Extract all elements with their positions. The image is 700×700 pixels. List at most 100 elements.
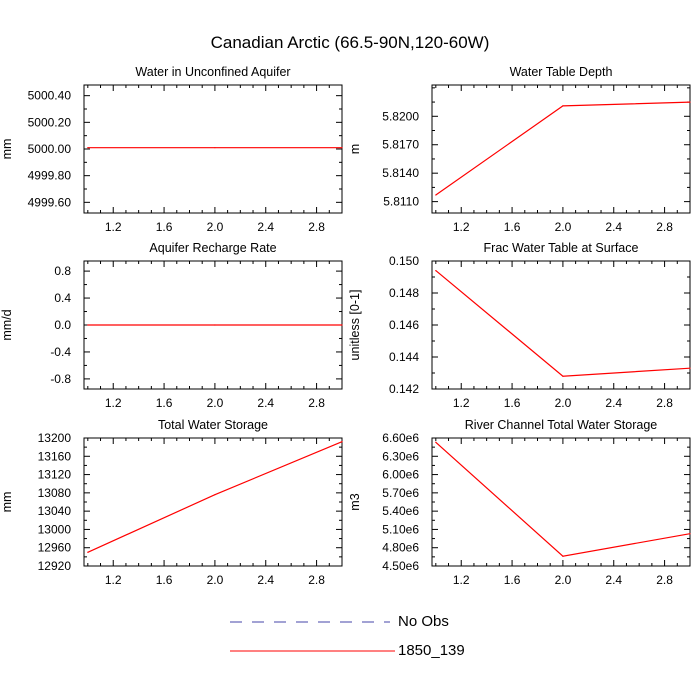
chart-panel-1: Water Table Depth m 1.2 1.6 2.0 2.4 2.8 5.8110 5… (348, 65, 691, 234)
y-axis-label: m (348, 144, 362, 154)
data-point (87, 551, 89, 553)
legend-swatch-obs (230, 621, 390, 623)
y-tick-label: 13120 (38, 468, 72, 482)
x-tick-label: 1.2 (105, 220, 122, 234)
y-tick-label: 0.146 (389, 318, 419, 332)
y-tick-label: 4999.60 (28, 195, 72, 209)
x-tick-label: 2.8 (308, 396, 325, 410)
data-point (689, 367, 691, 369)
panel-title: River Channel Total Water Storage (465, 418, 658, 432)
x-tick-label: 1.2 (453, 220, 470, 234)
y-tick-label: 13040 (38, 504, 72, 518)
y-tick-label: 6.60e6 (382, 431, 419, 445)
y-tick-label: 13080 (38, 486, 72, 500)
y-tick-label: 12960 (38, 541, 72, 555)
x-tick-label: 1.6 (504, 396, 521, 410)
x-tick-label: 2.4 (257, 396, 274, 410)
data-point (214, 147, 216, 149)
y-tick-label: 0.142 (389, 382, 419, 396)
plot-frame (431, 437, 691, 567)
data-point (341, 147, 343, 149)
x-tick-label: 2.0 (207, 396, 224, 410)
panel-title: Aquifer Recharge Rate (149, 241, 276, 255)
series-line (435, 270, 691, 377)
x-tick-label: 1.6 (504, 573, 521, 587)
y-tick-label: 0.4 (54, 291, 71, 305)
y-tick-label: 5000.00 (28, 142, 72, 156)
data-point (435, 270, 437, 272)
y-tick-label: 0.148 (389, 286, 419, 300)
y-tick-label: -0.8 (50, 372, 71, 386)
y-axis-label: mm/d (0, 309, 14, 340)
x-tick-label: 1.2 (105, 573, 122, 587)
y-tick-label: 5.8140 (382, 166, 419, 180)
y-tick-label: 4.50e6 (382, 559, 419, 573)
data-point (214, 494, 216, 496)
x-tick-label: 1.6 (156, 396, 173, 410)
y-tick-label: 5.8200 (382, 109, 419, 123)
legend-item-model: 1850_139 (230, 641, 530, 665)
x-tick-label: 2.8 (308, 573, 325, 587)
y-axis-label: mm (0, 492, 14, 513)
plot-frame (431, 260, 691, 390)
x-tick-label: 1.6 (156, 573, 173, 587)
data-point (341, 324, 343, 326)
y-tick-label: 6.00e6 (382, 468, 419, 482)
plot-frame (431, 84, 691, 214)
y-axis-label: mm (0, 139, 14, 160)
y-tick-label: 6.30e6 (382, 449, 419, 463)
data-point (562, 555, 564, 557)
chart-panel-5: River Channel Total Water Storage m3 1.2 1.… (348, 418, 691, 587)
panel-title: Total Water Storage (158, 418, 268, 432)
x-tick-label: 1.2 (453, 396, 470, 410)
panel-title: Frac Water Table at Surface (484, 241, 639, 255)
legend-swatch-model (230, 650, 395, 652)
y-tick-label: 0.0 (54, 318, 71, 332)
data-point (87, 147, 89, 149)
y-tick-label: 5.70e6 (382, 486, 419, 500)
data-point (435, 194, 437, 196)
x-tick-label: 2.8 (656, 396, 673, 410)
y-tick-label: 5000.40 (28, 89, 72, 103)
y-axis-label: m3 (348, 493, 362, 510)
y-tick-label: -0.4 (50, 345, 71, 359)
panel-title: Water Table Depth (510, 65, 613, 79)
y-tick-label: 13160 (38, 449, 72, 463)
y-tick-label: 5.8170 (382, 138, 419, 152)
series-line (87, 441, 343, 553)
data-point (562, 375, 564, 377)
x-tick-label: 1.6 (504, 220, 521, 234)
y-tick-label: 5.10e6 (382, 522, 419, 536)
x-tick-label: 2.4 (257, 220, 274, 234)
data-point (214, 324, 216, 326)
y-tick-label: 12920 (38, 559, 72, 573)
data-point (341, 441, 343, 443)
panel-title: Water in Unconfined Aquifer (135, 65, 290, 79)
y-tick-label: 13200 (38, 431, 72, 445)
y-tick-label: 0.150 (389, 254, 419, 268)
y-tick-label: 5.8110 (383, 195, 419, 209)
data-point (562, 105, 564, 107)
x-tick-label: 2.8 (656, 220, 673, 234)
plot-frame (83, 84, 343, 214)
y-tick-label: 4999.80 (28, 169, 72, 183)
chart-panel-2: Aquifer Recharge Rate mm/d 1.2 1.6 2.0 2.4 2.8… (0, 241, 343, 410)
data-point (689, 533, 691, 535)
data-point (689, 101, 691, 103)
series-line (435, 441, 691, 557)
data-point (87, 324, 89, 326)
legend-label-obs: No Obs (398, 613, 449, 630)
legend-item-obs: No Obs (230, 612, 530, 636)
x-tick-label: 2.4 (605, 573, 622, 587)
chart-panel-0: Water in Unconfined Aquifer mm 1.2 1.6 2.0 2.… (0, 65, 343, 234)
chart-title: Canadian Arctic (66.5-90N,120-60W) (210, 33, 490, 52)
y-axis-label: unitless [0-1] (348, 290, 362, 361)
x-tick-label: 2.8 (656, 573, 673, 587)
y-tick-label: 5.40e6 (382, 504, 419, 518)
chart-panel-3: Frac Water Table at Surface unitless [0-1… (348, 241, 691, 410)
y-tick-label: 13000 (38, 522, 72, 536)
legend-label-model: 1850_139 (398, 642, 465, 659)
data-point (435, 441, 437, 443)
x-tick-label: 1.2 (105, 396, 122, 410)
